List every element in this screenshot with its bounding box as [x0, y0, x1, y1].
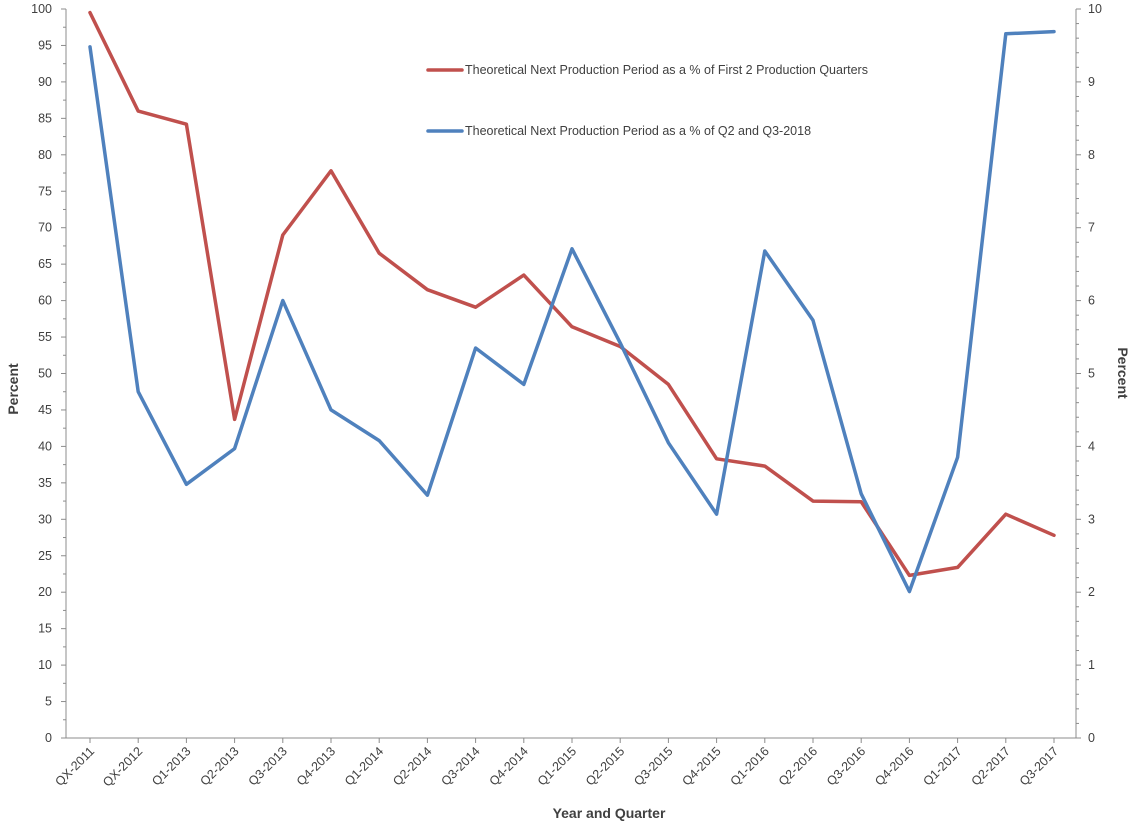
left-y-tick-label: 70 [38, 221, 52, 235]
x-tick-label: Q2-2015 [583, 744, 627, 788]
x-tick-label: Q4-2013 [294, 744, 338, 788]
x-tick-label: Q3-2014 [438, 744, 482, 788]
series-line-1 [88, 10, 1056, 578]
left-y-axis-title: Percent [5, 363, 21, 415]
right-y-tick-label: 8 [1088, 148, 1095, 162]
legend-label-1: Theoretical Next Production Period as a … [465, 63, 868, 77]
series-layer [88, 10, 1056, 594]
x-tick-label: Q1-2015 [535, 744, 579, 788]
x-tick-label: Q1-2013 [149, 744, 193, 788]
right-y-tick-label: 9 [1088, 75, 1095, 89]
left-y-tick-label: 60 [38, 294, 52, 308]
x-tick-label: Q4-2015 [679, 744, 723, 788]
right-y-axis-ticks: 0 1 2 3 4 5 6 7 8 9 10 [1076, 2, 1102, 745]
left-y-tick-label: 90 [38, 75, 52, 89]
left-y-tick-label: 100 [31, 2, 52, 16]
left-y-tick-label: 55 [38, 330, 52, 344]
left-y-tick-label: 10 [38, 658, 52, 672]
left-y-tick-label: 5 [45, 695, 52, 709]
x-tick-label: Q2-2013 [197, 744, 241, 788]
left-y-tick-label: 15 [38, 622, 52, 636]
right-y-axis-title: Percent [1115, 347, 1131, 399]
left-y-tick-label: 80 [38, 148, 52, 162]
right-y-tick-label: 3 [1088, 512, 1095, 526]
left-y-tick-label: 95 [38, 38, 52, 52]
x-tick-label: QX-2011 [52, 744, 97, 789]
x-tick-label: Q2-2014 [390, 744, 434, 788]
left-y-tick-label: 0 [45, 731, 52, 745]
x-axis-title: Year and Quarter [553, 805, 666, 821]
right-y-tick-label: 5 [1088, 367, 1095, 381]
left-y-tick-label: 25 [38, 549, 52, 563]
x-tick-label: QX-2012 [100, 744, 145, 789]
left-y-tick-label: 30 [38, 512, 52, 526]
x-tick-label: Q3-2015 [631, 744, 675, 788]
left-y-axis-ticks: 0 5 10 15 20 25 30 35 40 45 50 55 60 65 70 75 80 85 90 95 10… [31, 2, 66, 745]
x-tick-label: Q4-2014 [487, 744, 531, 788]
x-tick-label: Q3-2013 [246, 744, 290, 788]
legend: Theoretical Next Production Period as a … [426, 63, 868, 138]
right-y-tick-label: 10 [1088, 2, 1102, 16]
left-y-tick-label: 40 [38, 439, 52, 453]
left-y-tick-label: 65 [38, 257, 52, 271]
x-tick-label: Q2-2016 [776, 744, 820, 788]
left-y-tick-label: 75 [38, 184, 52, 198]
right-y-tick-label: 0 [1088, 731, 1095, 745]
left-y-tick-label: 45 [38, 403, 52, 417]
legend-label-2: Theoretical Next Production Period as a … [465, 124, 811, 138]
x-tick-label: Q1-2016 [728, 744, 772, 788]
right-y-tick-label: 2 [1088, 585, 1095, 599]
left-y-tick-label: 20 [38, 585, 52, 599]
right-y-tick-label: 1 [1088, 658, 1095, 672]
x-tick-label: Q2-2017 [969, 744, 1013, 788]
x-axis-ticks: QX-2011 QX-2012 Q1-2013 Q2-2013 Q3-2013 Q4-20… [52, 738, 1061, 789]
left-y-tick-label: 85 [38, 111, 52, 125]
right-y-tick-label: 4 [1088, 439, 1095, 453]
right-y-tick-label: 6 [1088, 294, 1095, 308]
x-tick-label: Q1-2017 [920, 744, 964, 788]
right-y-tick-label: 7 [1088, 221, 1095, 235]
series-line-2 [88, 29, 1056, 594]
x-tick-label: Q3-2016 [824, 744, 868, 788]
left-y-tick-label: 50 [38, 367, 52, 381]
left-y-tick-label: 35 [38, 476, 52, 490]
x-tick-label: Q4-2016 [872, 744, 916, 788]
x-tick-label: Q1-2014 [342, 744, 386, 788]
x-tick-label: Q3-2017 [1017, 744, 1061, 788]
